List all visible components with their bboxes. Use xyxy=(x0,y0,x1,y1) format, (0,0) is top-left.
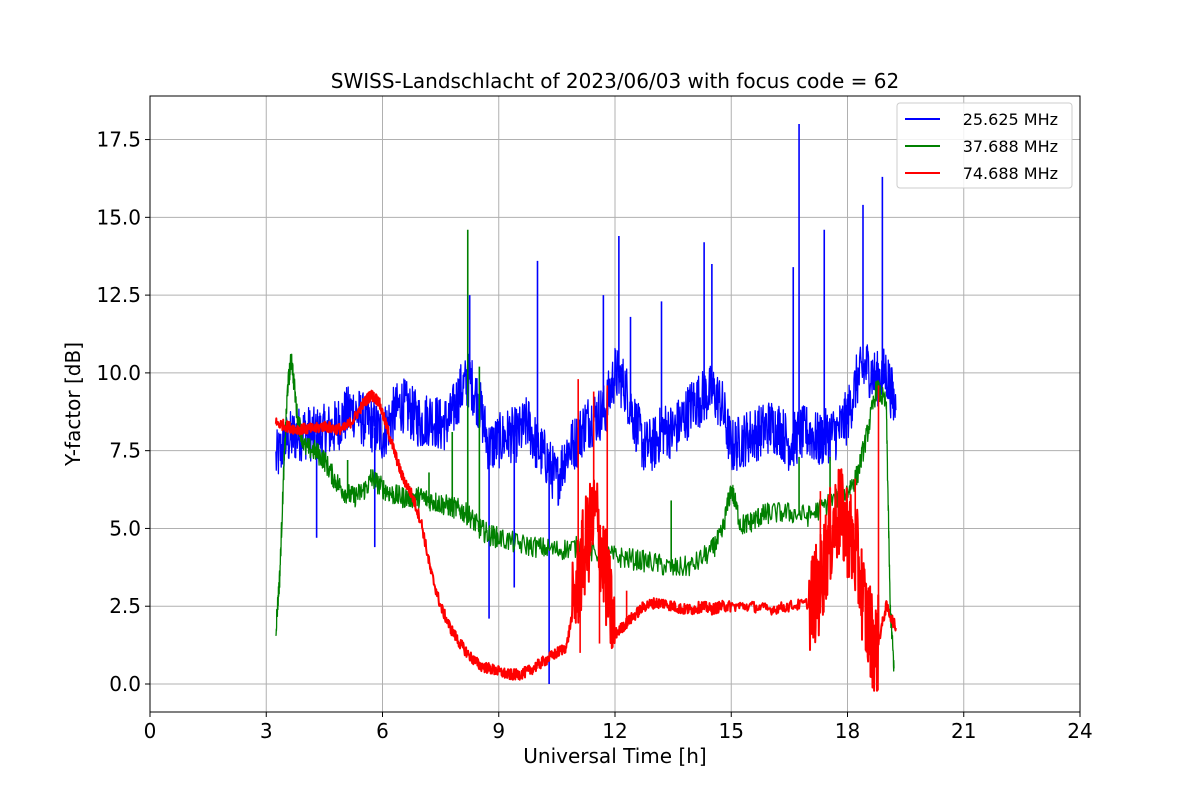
legend-label: 25.625 MHz xyxy=(963,110,1058,129)
y-tick-label: 5.0 xyxy=(109,516,141,540)
series-layer xyxy=(274,124,897,692)
x-tick-label: 18 xyxy=(835,719,860,743)
x-tick-label: 0 xyxy=(144,719,157,743)
series-line xyxy=(274,389,897,692)
x-tick-label: 21 xyxy=(951,719,976,743)
legend: 25.625 MHz 37.688 MHz 74.688 MHz xyxy=(896,102,1073,189)
y-tick-label: 15.0 xyxy=(96,205,141,229)
legend-box xyxy=(896,102,1073,189)
x-tick-label: 15 xyxy=(719,719,744,743)
legend-label: 37.688 MHz xyxy=(963,137,1058,156)
series-74-688-mhz xyxy=(274,379,897,692)
y-tick-label: 0.0 xyxy=(109,672,141,696)
y-tick-label: 2.5 xyxy=(109,594,141,618)
y-tick-label: 7.5 xyxy=(109,439,141,463)
x-tick-label: 9 xyxy=(492,719,505,743)
y-tick-label: 12.5 xyxy=(96,283,141,307)
legend-label: 74.688 MHz xyxy=(963,164,1058,183)
y-tick-label: 10.0 xyxy=(96,361,141,385)
x-tick-label: 3 xyxy=(260,719,273,743)
x-tick-label: 12 xyxy=(602,719,627,743)
series-line xyxy=(275,353,895,672)
chart-title: SWISS-Landschlacht of 2023/06/03 with fo… xyxy=(331,69,899,93)
y-tick-label: 17.5 xyxy=(96,128,141,152)
series-37-688-mhz xyxy=(275,229,895,672)
x-tick-label: 24 xyxy=(1067,719,1092,743)
x-axis-label: Universal Time [h] xyxy=(523,744,706,768)
y-axis-label: Y-factor [dB] xyxy=(61,342,85,467)
x-tick-label: 6 xyxy=(376,719,389,743)
axis-ticks: 0 3 6 9 12 15 18 21 24 0.0 2.5 5.0 7.5 10.0 12.5 15.0 17… xyxy=(96,128,1092,743)
